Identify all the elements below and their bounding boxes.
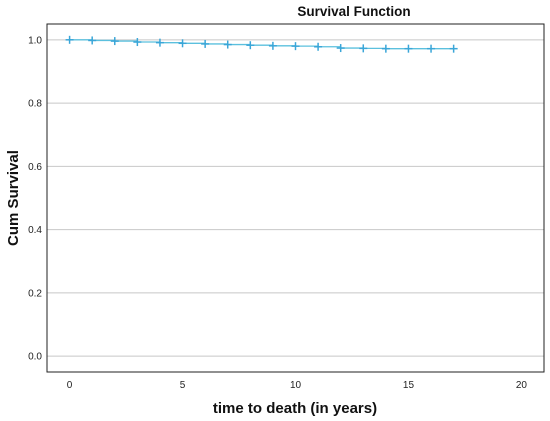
y-tick-labels: 0.0 0.2 0.4 0.6 0.8 1.0 <box>28 35 42 362</box>
censor-marker <box>110 37 119 46</box>
y-tick-label: 0.8 <box>28 99 42 110</box>
censor-marker <box>336 44 345 53</box>
censor-marker <box>314 42 323 51</box>
y-tick-label: 1.0 <box>28 35 42 46</box>
y-tick-label: 0.0 <box>28 352 42 363</box>
x-tick-label: 20 <box>516 380 528 391</box>
x-axis-label: time to death (in years) <box>213 400 377 417</box>
x-tick-label: 5 <box>180 380 186 391</box>
censor-marker <box>65 35 74 44</box>
censor-marker <box>381 44 390 53</box>
grid-layer <box>47 39 544 357</box>
plot-frame <box>46 23 545 373</box>
censor-marker <box>201 39 210 48</box>
x-tick-label: 15 <box>403 380 415 391</box>
y-tick-label: 0.4 <box>28 225 42 236</box>
x-tick-labels: 0 5 10 15 20 <box>67 380 528 391</box>
censor-marker <box>291 42 300 51</box>
y-tick-label: 0.6 <box>28 162 42 173</box>
survival-curve <box>69 39 454 50</box>
censor-marker <box>155 38 164 47</box>
series-layer <box>65 35 458 53</box>
censor-marker <box>178 39 187 48</box>
censor-marker <box>246 41 255 50</box>
censor-marker <box>268 41 277 50</box>
x-tick-label: 10 <box>290 380 302 391</box>
censor-marker <box>359 44 368 53</box>
chart-title: Survival Function <box>297 4 410 19</box>
censor-marker <box>404 44 413 53</box>
censor-marker <box>133 38 142 47</box>
censor-marker <box>88 36 97 45</box>
x-tick-label: 0 <box>67 380 73 391</box>
censor-marker <box>223 40 232 49</box>
y-axis-label: Cum Survival <box>5 150 22 246</box>
censor-marker <box>449 44 458 53</box>
y-tick-label: 0.2 <box>28 288 42 299</box>
censor-marker <box>427 44 436 53</box>
